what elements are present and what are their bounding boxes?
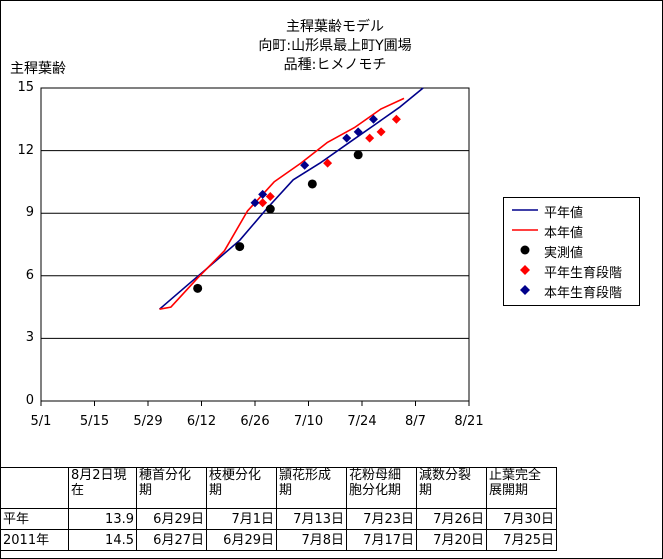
series-point-3 xyxy=(376,127,386,137)
stage-table-header: 8月2日現 在 穂首分化 期 枝梗分化 期 頴花形成 期 花粉母細 胞分化期 減… xyxy=(0,467,557,509)
legend-item-honnen: 本年値 xyxy=(504,221,639,241)
legend-label: 本年生育段階 xyxy=(544,286,623,301)
legend-label: 平年生育段階 xyxy=(544,266,623,281)
table-cell: 6月29日 xyxy=(206,529,277,551)
x-tick-label: 7/10 xyxy=(293,414,324,429)
header-cell: 花粉母細 胞分化期 xyxy=(346,467,417,509)
y-tick-label: 12 xyxy=(17,142,34,158)
chart-title: 主稈葉齢モデル xyxy=(286,19,384,35)
plot-area xyxy=(40,87,470,402)
table-cell: 7月8日 xyxy=(276,529,347,551)
x-tick-label: 8/21 xyxy=(454,414,484,429)
series-point-4 xyxy=(300,160,310,170)
table-cell: 7月23日 xyxy=(346,508,417,530)
header-cell xyxy=(0,467,69,509)
table-row: 平年 13.9 6月29日 7月1日 7月13日 7月23日 7月26日 7月3… xyxy=(0,508,557,530)
table-cell: 14.5 xyxy=(68,529,137,551)
series-point-4 xyxy=(342,133,352,143)
series-point-3 xyxy=(265,192,275,202)
series-point-3 xyxy=(365,133,375,143)
y-tick-label: 9 xyxy=(25,205,34,221)
series-point-2 xyxy=(193,283,203,293)
series-point-2 xyxy=(265,204,275,214)
table-row: 2011年 14.5 6月27日 6月29日 7月8日 7月17日 7月20日 … xyxy=(0,529,557,551)
table-cell: 7月20日 xyxy=(416,529,487,551)
series-lines xyxy=(158,87,424,310)
table-cell: 7月13日 xyxy=(276,508,347,530)
series-point-4 xyxy=(258,189,268,199)
series-point-4 xyxy=(353,127,363,137)
header-cell: 枝梗分化 期 xyxy=(206,467,277,509)
x-tick-label: 5/15 xyxy=(79,414,110,429)
header-cell: 止葉完全 展開期 xyxy=(486,467,557,509)
y-axis-label: 主稈葉齢 xyxy=(10,61,66,77)
chart-subtitle-variety: 品種:ヒメノモチ xyxy=(283,57,387,73)
series-markers xyxy=(193,114,401,293)
legend-line-blue-icon xyxy=(512,209,538,211)
table-cell: 13.9 xyxy=(68,508,137,530)
stage-table: 8月2日現 在 穂首分化 期 枝梗分化 期 頴花形成 期 花粉母細 胞分化期 減… xyxy=(0,467,557,551)
legend-item-heinen: 平年値 xyxy=(504,201,639,221)
x-tick-label: 6/12 xyxy=(186,414,217,429)
table-cell: 7月25日 xyxy=(486,529,557,551)
series-point-3 xyxy=(391,114,401,124)
x-tick-label: 7/24 xyxy=(347,414,377,429)
chart-subtitle-location: 向町:山形県最上町Y圃場 xyxy=(258,38,412,54)
series-point-3 xyxy=(258,198,268,208)
header-cell: 頴花形成 期 xyxy=(276,467,347,509)
legend-item-jissoku: 実測値 xyxy=(504,241,639,261)
y-tick-label: 6 xyxy=(25,267,34,283)
legend-diamond-blue-icon xyxy=(520,285,530,295)
table-cell: 7月26日 xyxy=(416,508,487,530)
x-tick-label: 8/7 xyxy=(405,414,426,429)
table-cell: 6月27日 xyxy=(136,529,207,551)
x-tick-label: 5/1 xyxy=(30,414,52,429)
row-label: 2011年 xyxy=(0,529,69,551)
legend-label: 本年値 xyxy=(544,226,584,241)
header-cell: 減数分裂 期 xyxy=(416,467,487,509)
y-tick-label: 15 xyxy=(17,80,34,95)
y-tick-label: 3 xyxy=(25,330,34,346)
legend-circle-black-icon xyxy=(520,245,530,255)
series-point-2 xyxy=(307,179,317,189)
x-tick-label: 5/29 xyxy=(133,414,163,429)
table-cell: 6月29日 xyxy=(136,508,207,530)
series-point-4 xyxy=(368,114,378,124)
row-label: 平年 xyxy=(0,508,69,530)
series-line-1 xyxy=(159,97,405,310)
y-tick-label: 0 xyxy=(25,393,34,408)
series-point-4 xyxy=(250,198,260,208)
table-cell: 7月1日 xyxy=(206,508,277,530)
legend-label: 実測値 xyxy=(544,246,584,261)
table-cell: 7月17日 xyxy=(346,529,417,551)
series-point-3 xyxy=(323,158,333,168)
gridlines xyxy=(41,150,469,339)
chart-plot xyxy=(40,87,470,406)
series-point-2 xyxy=(353,150,363,160)
header-cell: 穂首分化 期 xyxy=(136,467,207,509)
header-cell: 8月2日現 在 xyxy=(68,467,137,509)
legend-label: 平年値 xyxy=(544,206,584,221)
x-tick-marks xyxy=(40,401,470,406)
legend: 平年値 本年値 実測値 平年生育段階 本年生育段階 xyxy=(503,197,640,306)
legend-item-honnen-stage: 本年生育段階 xyxy=(504,281,639,301)
table-cell: 7月30日 xyxy=(486,508,557,530)
x-tick-label: 6/26 xyxy=(240,414,270,429)
series-point-2 xyxy=(235,242,245,252)
legend-diamond-red-icon xyxy=(520,265,530,275)
legend-item-heinen-stage: 平年生育段階 xyxy=(504,261,639,281)
legend-line-red-icon xyxy=(512,229,538,231)
